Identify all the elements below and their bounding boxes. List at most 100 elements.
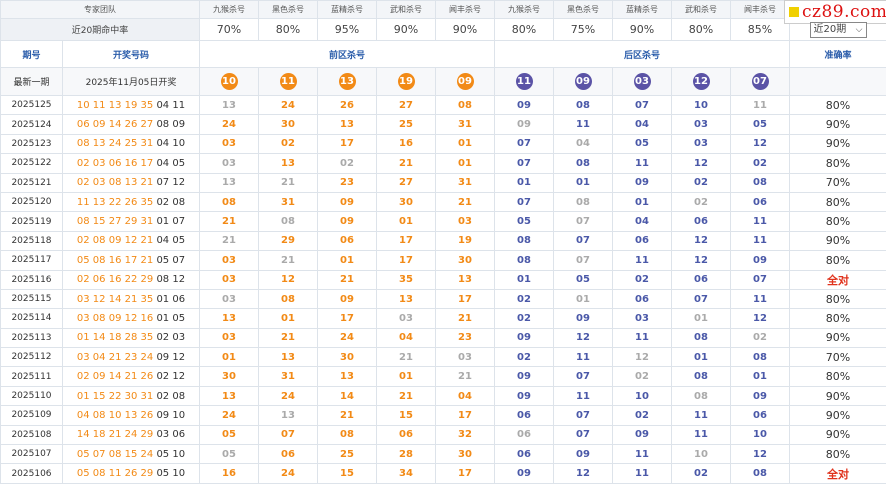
table-row: 2025112 03 04 21 23 24 09 12 01 13 30 21 03 02 1…	[0, 347, 886, 368]
watermark-square-icon	[789, 7, 799, 17]
period-cell: 2025112	[0, 347, 63, 368]
back-kill-number: 01	[671, 308, 731, 329]
period-cell: 2025106	[0, 463, 63, 484]
front-kill-number: 04	[376, 327, 436, 349]
draw-front-numbers: 08 15 27 29 31	[76, 216, 154, 228]
back-kill-number: 11	[671, 405, 731, 426]
front-kill-number: 21	[376, 385, 436, 407]
front-kill-number: 01	[435, 133, 495, 155]
back-kill-number: 07	[494, 191, 554, 213]
accuracy-cell: 80%	[789, 94, 886, 116]
accuracy-cell: 70%	[789, 172, 886, 193]
hit-rate-0: 70%	[199, 18, 259, 41]
front-kill-number: 30	[435, 250, 495, 271]
back-kill-number: 01	[612, 191, 672, 213]
period-cell: 2025116	[0, 269, 63, 290]
back-kill-number: 07	[553, 366, 613, 387]
back-kill-number: 06	[494, 405, 554, 426]
front-kill-number: 01	[376, 211, 436, 232]
draw-front-numbers: 02 03 08 13 21	[76, 177, 154, 189]
draw-back-numbers: 01 07	[156, 216, 186, 228]
back-kill-number: 01	[494, 269, 554, 290]
column-header-row: 期号 开奖号码 前区杀号 后区杀号 准确率	[0, 40, 886, 68]
front-kill-number: 08	[258, 288, 318, 310]
back-kill-number: 02	[671, 191, 731, 213]
period-cell: 2025111	[0, 366, 63, 387]
draw-front-numbers: 02 06 16 22 29	[76, 274, 154, 286]
back-kill-number: 10	[730, 424, 790, 446]
hit-rate-7: 90%	[612, 18, 672, 41]
back-kill-number: 11	[553, 385, 613, 407]
front-kill-number: 06	[376, 424, 436, 446]
front-kill-number: 13	[317, 114, 377, 135]
front-kill-number: 31	[435, 114, 495, 135]
front-kill-number: 03	[199, 327, 259, 349]
front-kill-number: 13	[258, 405, 318, 426]
back-kill-number: 02	[612, 366, 672, 387]
back-kill-number: 07	[553, 230, 613, 252]
period-select[interactable]: 近20期 ⌵	[809, 21, 867, 38]
back-kill-number: 02	[671, 172, 731, 193]
back-kill-number: 12	[730, 444, 790, 465]
front-kill-number: 13	[258, 153, 318, 174]
front-kill-number: 14	[317, 385, 377, 407]
back-kill-number: 06	[730, 191, 790, 213]
back-kill-number: 02	[494, 288, 554, 310]
front-ball: 09	[456, 73, 474, 90]
front-kill-number: 29	[258, 230, 318, 252]
front-kill-number: 24	[258, 385, 318, 407]
front-kill-number: 21	[258, 327, 318, 349]
back-kill-number: 02	[671, 463, 731, 484]
front-kill-number: 23	[317, 172, 377, 193]
expert-header-row: 专家团队 九猴杀号 黑色杀号 蓝精杀号 武和杀号 闻丰杀号 九猴杀号 黑色杀号 蓝精杀号 武和杀…	[0, 0, 886, 19]
draw-back-numbers: 02 12	[156, 371, 186, 383]
front-kill-number: 08	[317, 424, 377, 446]
latest-front-cell: 10	[199, 67, 259, 96]
draw-back-numbers: 03 06	[156, 429, 186, 441]
front-kill-number: 30	[258, 114, 318, 135]
period-cell: 2025113	[0, 327, 63, 349]
back-kill-number: 08	[553, 94, 613, 116]
draw-cell: 08 15 27 29 31 01 07	[62, 211, 200, 232]
latest-row: 最新一期 2025年11月05日开奖 10 11 13 19 09 11 09 03 12 07	[0, 67, 886, 96]
back-kill-number: 11	[612, 444, 672, 465]
draw-back-numbers: 09 12	[156, 351, 186, 363]
draw-cell: 14 18 21 24 29 03 06	[62, 424, 200, 446]
draw-cell: 10 11 13 19 35 04 11	[62, 94, 200, 116]
period-cell: 2025109	[0, 405, 63, 426]
back-kill-number: 12	[671, 153, 731, 174]
back-kill-number: 08	[494, 230, 554, 252]
back-kill-number: 09	[730, 385, 790, 407]
front-kill-number: 04	[435, 385, 495, 407]
front-kill-number: 13	[317, 366, 377, 387]
front-kill-number: 24	[317, 327, 377, 349]
back-kill-number: 09	[553, 308, 613, 329]
back-kill-number: 04	[553, 133, 613, 155]
hit-rate-1: 80%	[258, 18, 318, 41]
accuracy-cell: 90%	[789, 114, 886, 135]
accuracy-cell: 90%	[789, 385, 886, 407]
draw-front-numbers: 01 15 22 30 31	[76, 390, 154, 402]
table-row: 2025114 03 08 09 12 16 01 05 13 01 17 03 21 02 0…	[0, 308, 886, 329]
table-row: 2025106 05 08 11 26 29 05 10 16 24 15 34 17 09 1…	[0, 463, 886, 484]
draw-back-numbers: 05 10	[156, 448, 186, 460]
period-cell: 2025120	[0, 191, 63, 213]
back-ball: 09	[574, 73, 592, 90]
front-kill-number: 24	[199, 405, 259, 426]
front-kill-number: 01	[435, 153, 495, 174]
back-kill-number: 06	[671, 211, 731, 232]
expert-name-6: 黑色杀号	[553, 0, 613, 19]
front-kill-number: 09	[317, 288, 377, 310]
accuracy-cell: 80%	[789, 366, 886, 387]
back-kill-number: 10	[671, 444, 731, 465]
back-kill-number: 11	[612, 250, 672, 271]
front-kill-number: 15	[317, 463, 377, 484]
back-kill-number: 01	[553, 172, 613, 193]
back-kill-number: 02	[612, 269, 672, 290]
front-kill-number: 05	[199, 424, 259, 446]
front-kill-number: 01	[317, 250, 377, 271]
latest-back-cell: 11	[494, 67, 554, 96]
table-row: 2025115 03 12 14 21 35 01 06 03 08 09 13 17 02 0…	[0, 288, 886, 310]
back-kill-number: 11	[612, 153, 672, 174]
back-kill-number: 07	[494, 133, 554, 155]
